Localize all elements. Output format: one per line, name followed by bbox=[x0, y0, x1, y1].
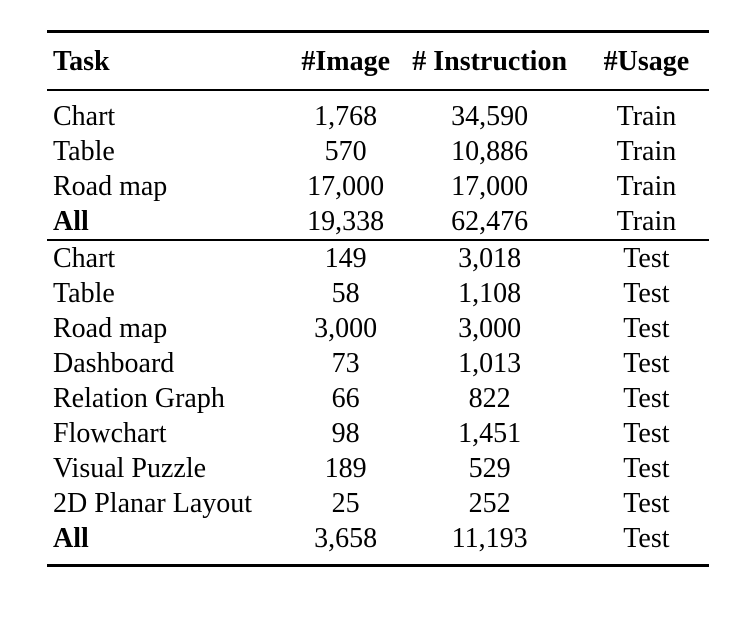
cell-image: 570 bbox=[324, 136, 367, 167]
cell-usage: Test bbox=[623, 523, 670, 554]
cell-instruction: 34,590 bbox=[451, 101, 529, 132]
cell-instruction: 11,193 bbox=[451, 523, 528, 554]
cell-image: 3,658 bbox=[314, 523, 378, 554]
cell-task: Visual Puzzle bbox=[53, 453, 207, 484]
cell-instruction: 62,476 bbox=[451, 206, 529, 237]
cell-image: 19,338 bbox=[307, 206, 385, 237]
cell-usage: Train bbox=[616, 171, 677, 202]
section-spacer bbox=[47, 90, 709, 99]
cell-task: All bbox=[53, 523, 89, 554]
table-row-total: All 19,338 62,476 Train bbox=[47, 204, 709, 240]
cell-instruction: 1,451 bbox=[458, 418, 522, 449]
cell-usage: Test bbox=[623, 453, 670, 484]
table-header: Task #Image # Instruction #Usage bbox=[47, 31, 709, 91]
cell-usage: Test bbox=[623, 243, 670, 274]
dataset-statistics-table-container: Task #Image # Instruction #Usage Chart 1… bbox=[47, 30, 709, 567]
cell-task: 2D Planar Layout bbox=[53, 488, 253, 519]
header-task: Task bbox=[53, 45, 110, 77]
cell-task: Road map bbox=[53, 313, 168, 344]
cell-task: Relation Graph bbox=[53, 383, 225, 414]
cell-usage: Test bbox=[623, 418, 670, 449]
cell-instruction: 252 bbox=[468, 488, 511, 519]
cell-image: 98 bbox=[331, 418, 360, 449]
cell-task: Dashboard bbox=[53, 348, 175, 379]
header-usage: #Usage bbox=[603, 45, 690, 77]
table-row: Visual Puzzle 189 529 Test bbox=[47, 451, 709, 486]
dataset-statistics-table: Task #Image # Instruction #Usage Chart 1… bbox=[47, 30, 709, 567]
cell-task: All bbox=[53, 206, 89, 237]
cell-usage: Train bbox=[616, 101, 677, 132]
table-row: Relation Graph 66 822 Test bbox=[47, 381, 709, 416]
cell-usage: Test bbox=[623, 383, 670, 414]
table-row: Road map 3,000 3,000 Test bbox=[47, 311, 709, 346]
cell-instruction: 822 bbox=[468, 383, 511, 414]
cell-usage: Test bbox=[623, 313, 670, 344]
cell-image: 189 bbox=[324, 453, 367, 484]
cell-usage: Train bbox=[616, 206, 677, 237]
table-row: Chart 149 3,018 Test bbox=[47, 240, 709, 276]
table-row: Table 58 1,108 Test bbox=[47, 276, 709, 311]
cell-instruction: 10,886 bbox=[451, 136, 529, 167]
test-section: Chart 149 3,018 Test Table 58 1,108 Test… bbox=[47, 240, 709, 566]
cell-usage: Test bbox=[623, 278, 670, 309]
table-row: Road map 17,000 17,000 Train bbox=[47, 169, 709, 204]
cell-image: 66 bbox=[331, 383, 360, 414]
cell-task: Chart bbox=[53, 101, 116, 132]
table-row: Dashboard 73 1,013 Test bbox=[47, 346, 709, 381]
cell-image: 17,000 bbox=[307, 171, 385, 202]
cell-image: 3,000 bbox=[314, 313, 378, 344]
cell-image: 1,768 bbox=[314, 101, 378, 132]
header-instruction: # Instruction bbox=[412, 45, 568, 77]
cell-instruction: 529 bbox=[468, 453, 511, 484]
cell-instruction: 1,108 bbox=[458, 278, 522, 309]
table-row: Flowchart 98 1,451 Test bbox=[47, 416, 709, 451]
cell-task: Table bbox=[53, 136, 115, 167]
header-row: Task #Image # Instruction #Usage bbox=[47, 31, 709, 91]
cell-task: Flowchart bbox=[53, 418, 167, 449]
cell-image: 73 bbox=[331, 348, 360, 379]
cell-usage: Test bbox=[623, 488, 670, 519]
cell-instruction: 3,000 bbox=[458, 313, 522, 344]
cell-usage: Test bbox=[623, 348, 670, 379]
cell-usage: Train bbox=[616, 136, 677, 167]
section-spacer bbox=[47, 556, 709, 566]
train-section: Chart 1,768 34,590 Train Table 570 10,88… bbox=[47, 90, 709, 240]
cell-image: 25 bbox=[331, 488, 360, 519]
header-image: #Image bbox=[301, 45, 390, 77]
table-row: Table 570 10,886 Train bbox=[47, 134, 709, 169]
cell-instruction: 17,000 bbox=[451, 171, 529, 202]
table-row: 2D Planar Layout 25 252 Test bbox=[47, 486, 709, 521]
table-row: Chart 1,768 34,590 Train bbox=[47, 99, 709, 134]
cell-instruction: 3,018 bbox=[458, 243, 522, 274]
table-row-total: All 3,658 11,193 Test bbox=[47, 521, 709, 556]
cell-image: 149 bbox=[324, 243, 367, 274]
cell-task: Road map bbox=[53, 171, 168, 202]
cell-task: Chart bbox=[53, 243, 116, 274]
cell-image: 58 bbox=[331, 278, 360, 309]
cell-instruction: 1,013 bbox=[458, 348, 522, 379]
cell-task: Table bbox=[53, 278, 115, 309]
